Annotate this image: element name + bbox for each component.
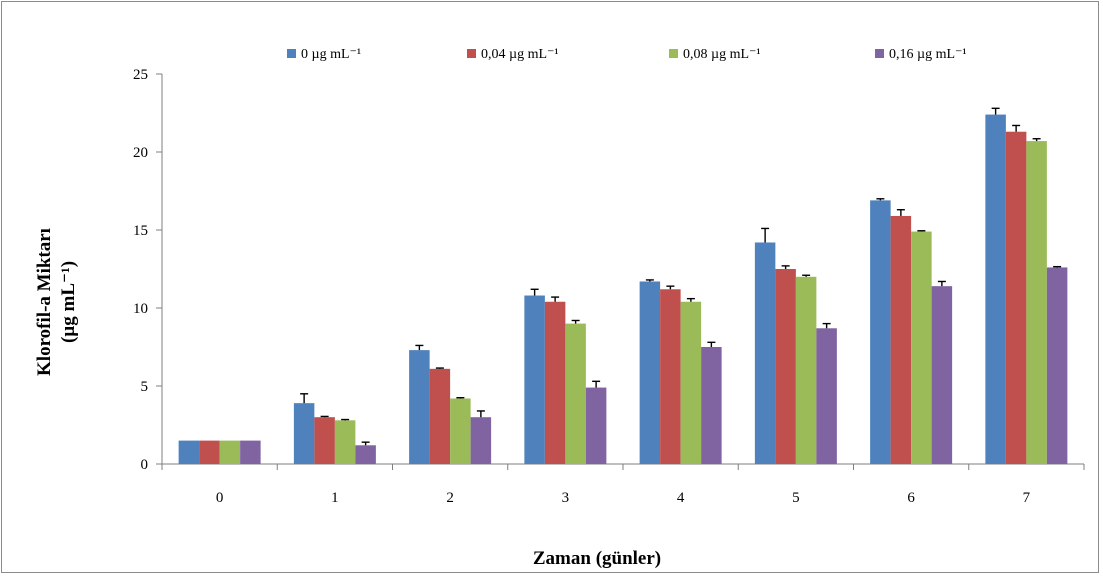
y-axis-title: Klorofil-a Miktarı (µg mL⁻¹) [34, 228, 79, 376]
bar [1026, 141, 1047, 464]
x-tick-label: 5 [792, 490, 800, 506]
bar [870, 200, 891, 465]
legend-label: 0,16 µg mL⁻¹ [889, 47, 967, 62]
x-axis-title: Zaman (günler) [533, 548, 661, 569]
bar [409, 350, 430, 464]
y-tick-label: 15 [133, 223, 148, 239]
y-tick-label: 25 [133, 67, 148, 83]
bar [931, 286, 953, 464]
bar [775, 269, 796, 464]
legend-swatch [875, 49, 884, 58]
bar [450, 398, 471, 464]
bar [1005, 131, 1027, 464]
bar [219, 440, 241, 464]
bar [911, 231, 932, 464]
x-tick-label: 1 [331, 490, 339, 506]
legend-label: 0,04 µg mL⁻¹ [481, 47, 559, 62]
bar [334, 420, 356, 464]
bar [639, 281, 661, 464]
bar [178, 440, 200, 464]
legend-swatch [287, 49, 296, 58]
bar [199, 440, 220, 464]
legend: 0 µg mL⁻¹ 0,04 µg mL⁻¹ 0,08 µg mL⁻¹ 0,16 µg… [287, 47, 967, 62]
bar [429, 368, 451, 464]
bar [470, 417, 492, 464]
bar [314, 417, 335, 464]
legend-swatch [467, 49, 476, 58]
bar [1046, 267, 1068, 464]
x-tick-label: 0 [216, 490, 224, 506]
y-tick-label: 20 [133, 145, 148, 161]
y-tick-label: 0 [141, 457, 149, 473]
bar [355, 445, 376, 464]
bar [701, 347, 722, 464]
bar [754, 242, 776, 464]
y-tick-label: 10 [133, 301, 148, 317]
bar [240, 440, 261, 464]
plot-area: 0 5 10 15 20 25 0 1 2 3 4 5 6 7 [133, 67, 1085, 506]
x-tick-label: 7 [1023, 490, 1031, 506]
legend-swatch [669, 49, 678, 58]
x-tick-label: 6 [907, 490, 915, 506]
legend-label: 0 µg mL⁻¹ [301, 47, 361, 62]
x-tick-label: 3 [562, 490, 570, 506]
bar [544, 301, 566, 464]
bar [660, 289, 681, 464]
bar [795, 276, 817, 464]
bar [524, 295, 545, 464]
bar [985, 114, 1006, 464]
legend-label: 0,08 µg mL⁻¹ [683, 47, 761, 62]
x-tick-label: 4 [677, 490, 685, 506]
bar [680, 301, 702, 464]
y-axis-title-line1: Klorofil-a Miktarı [34, 228, 55, 376]
bar [585, 387, 607, 464]
bar [890, 215, 912, 464]
y-tick-label: 5 [141, 379, 149, 395]
y-axis-title-line2: (µg mL⁻¹) [58, 261, 79, 343]
bar [293, 403, 315, 464]
x-tick-label: 2 [446, 490, 454, 506]
bar [565, 323, 586, 464]
bar [816, 328, 837, 464]
